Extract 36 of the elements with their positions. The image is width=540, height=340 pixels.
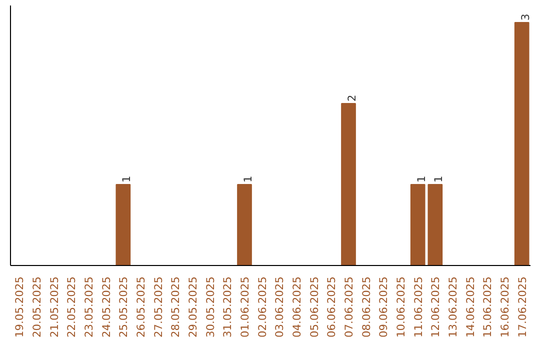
data-label: 1 [242, 176, 254, 183]
x-tick-label: 02.06.2025 [256, 276, 269, 338]
x-tick-label: 31.05.2025 [221, 276, 234, 338]
x-tick-label: 21.05.2025 [48, 276, 61, 338]
data-label: 3 [518, 14, 532, 21]
x-tick-label: 20.05.2025 [30, 276, 44, 338]
x-tick-label: 27.05.2025 [152, 276, 165, 338]
data-label: 2 [346, 94, 358, 102]
x-tick-label: 28.05.2025 [169, 276, 182, 338]
x-tick-label: 11.06.2025 [412, 276, 425, 338]
x-tick-label: 03.06.2025 [273, 276, 286, 338]
x-tick-label: 13.06.2025 [446, 276, 460, 338]
x-tick-label: 17.06.2025 [516, 276, 529, 338]
x-tick-label: 09.06.2025 [377, 276, 390, 338]
x-tick-label: 24.05.2025 [100, 276, 113, 338]
data-label: 1 [414, 176, 428, 183]
x-tick-label: 08.06.2025 [360, 276, 373, 338]
x-tick-label: 01.06.2025 [238, 276, 252, 338]
x-tick-label: 10.06.2025 [394, 276, 408, 338]
data-label: 1 [120, 176, 134, 183]
x-tick-label: 23.05.2025 [82, 276, 96, 338]
x-tick-label: 07.06.2025 [342, 276, 356, 338]
x-tick-label: 30.05.2025 [204, 276, 217, 338]
x-tick-label: 19.05.2025 [13, 276, 26, 338]
x-tick-label: 04.06.2025 [290, 276, 304, 338]
x-tick-label: 25.05.2025 [117, 276, 130, 338]
x-tick-label: 16.06.2025 [498, 276, 512, 338]
x-tick-label: 06.06.2025 [325, 276, 338, 338]
x-tick-label: 22.05.2025 [65, 276, 78, 338]
x-tick-label: 14.06.2025 [464, 276, 477, 338]
data-label: 1 [432, 176, 446, 183]
x-tick-label: 26.05.2025 [134, 276, 148, 338]
x-tick-label: 15.06.2025 [481, 276, 494, 338]
x-tick-label: 29.05.2025 [186, 276, 200, 338]
x-tick-label: 05.06.2025 [308, 276, 321, 338]
x-tick-label: 12.06.2025 [429, 276, 442, 338]
